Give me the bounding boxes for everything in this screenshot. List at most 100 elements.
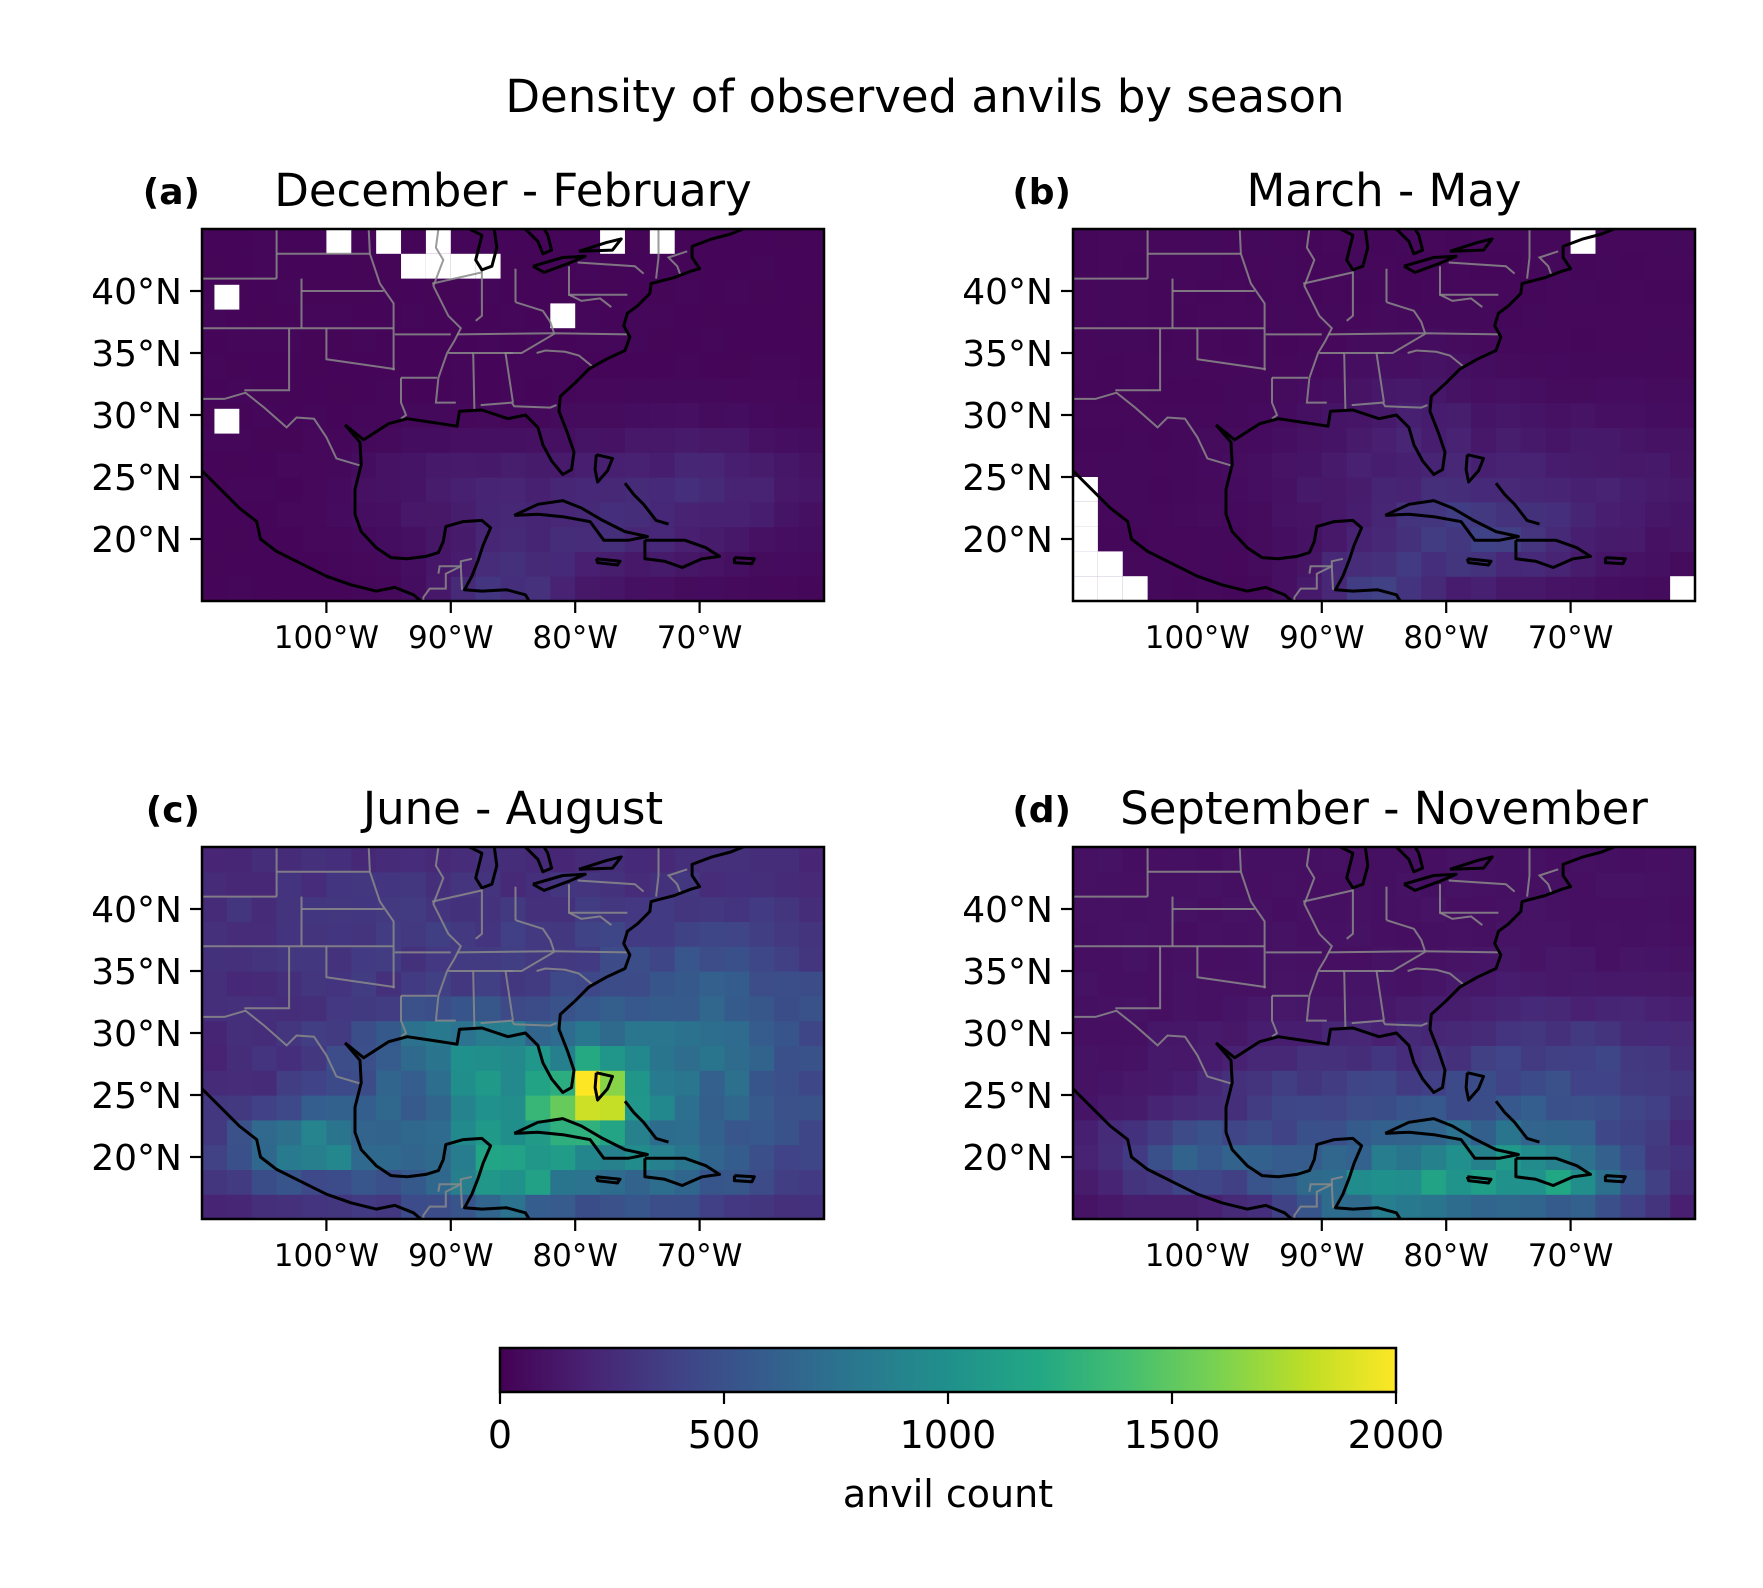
missing-cell (1073, 526, 1098, 552)
density-cell (1545, 477, 1572, 503)
density-cell (376, 1045, 402, 1071)
density-cell (649, 1095, 676, 1121)
density-cell (774, 576, 800, 601)
density-cell (1172, 946, 1198, 972)
density-cell (525, 871, 551, 898)
density-cell (401, 871, 427, 898)
density-cell (1272, 1095, 1298, 1121)
density-cell (624, 303, 651, 329)
density-cell (1321, 995, 1348, 1022)
density-cell (1645, 526, 1671, 552)
density-cell (1421, 526, 1447, 552)
density-cell (1520, 427, 1547, 453)
density-cell (450, 1045, 477, 1071)
density-cell (351, 1169, 377, 1195)
density-cell (1545, 229, 1572, 255)
density-cell (1570, 921, 1597, 947)
density-cell (326, 477, 352, 503)
density-cell (1122, 847, 1149, 873)
density-cell (1073, 1119, 1099, 1146)
density-cell (376, 477, 402, 503)
density-cell (1396, 971, 1422, 997)
density-cell (326, 1119, 352, 1146)
lon-tick-label: 70°W (657, 620, 743, 656)
density-cell (1222, 871, 1248, 898)
density-cell (1520, 971, 1547, 997)
density-cell (724, 427, 750, 453)
density-cell (799, 402, 824, 428)
density-cell (699, 1020, 726, 1046)
density-cell (276, 229, 303, 255)
density-cell (1645, 921, 1671, 947)
coastlines (202, 229, 756, 601)
coastlines (1073, 229, 1627, 601)
density-cell (1520, 1070, 1547, 1096)
colorbar-tick-label: 500 (688, 1413, 761, 1457)
coastlines (1073, 847, 1627, 1219)
map-panel: 40°N 35°N 30°N 25°N 20°N 100°W 90°W 80°W 70°W Dec… (91, 164, 826, 656)
density-cell (1520, 1095, 1547, 1121)
density-cell (1446, 576, 1472, 601)
density-cell (1545, 353, 1572, 379)
density-cell (774, 303, 800, 329)
density-cell (1197, 501, 1223, 528)
lat-tick-label: 20°N (962, 520, 1053, 561)
density-cell (326, 551, 352, 577)
density-cell (525, 452, 551, 478)
density-cell (799, 526, 824, 552)
density-cell (301, 921, 327, 947)
density-cell (774, 971, 800, 997)
lon-tick-label: 80°W (532, 620, 618, 656)
density-cell (1097, 1020, 1124, 1046)
density-cell (1595, 1119, 1621, 1146)
density-cell (376, 377, 402, 404)
density-cell (699, 896, 726, 922)
density-cell (1346, 477, 1373, 503)
density-cell (575, 995, 601, 1022)
density-cell (674, 1070, 701, 1096)
density-cell (1620, 1095, 1646, 1121)
density-cell (799, 921, 824, 947)
density-cell (1097, 1194, 1124, 1219)
density-cell (1396, 377, 1422, 404)
density-cell (1272, 328, 1298, 354)
density-cell (1545, 452, 1572, 478)
density-cell (1097, 896, 1124, 922)
density-cell (1371, 871, 1398, 898)
density-cell (475, 1070, 502, 1096)
density-cell (1296, 1070, 1323, 1096)
density-cell (401, 377, 427, 404)
density-cell (1147, 526, 1174, 552)
density-cell (326, 328, 352, 354)
density-cell (226, 1169, 253, 1195)
density-cell (600, 1020, 626, 1046)
density-cell (251, 921, 278, 947)
density-cell (1645, 253, 1671, 280)
density-cell (226, 896, 253, 922)
density-cell (1670, 477, 1695, 503)
density-cell (1670, 896, 1695, 922)
density-cell (774, 896, 800, 922)
density-cell (1073, 427, 1099, 453)
density-cell (301, 501, 327, 528)
density-cell (1570, 427, 1597, 453)
density-cell (450, 427, 477, 453)
density-cell (1421, 995, 1447, 1022)
density-cell (1471, 427, 1497, 453)
density-cell (1122, 971, 1149, 997)
density-cell (674, 477, 701, 503)
density-cell (301, 1095, 327, 1121)
density-cell (202, 576, 228, 601)
density-cell (1247, 452, 1273, 478)
density-cell (326, 1070, 352, 1096)
density-cell (1670, 278, 1695, 304)
density-cell (1147, 427, 1174, 453)
density-cell (425, 946, 452, 972)
density-cell (500, 871, 527, 898)
density-cell (1073, 1095, 1099, 1121)
lat-tick-label: 30°N (91, 1014, 182, 1055)
density-cell (500, 526, 527, 552)
density-grid (202, 847, 824, 1219)
density-cell (1595, 477, 1621, 503)
density-cell (450, 229, 477, 255)
